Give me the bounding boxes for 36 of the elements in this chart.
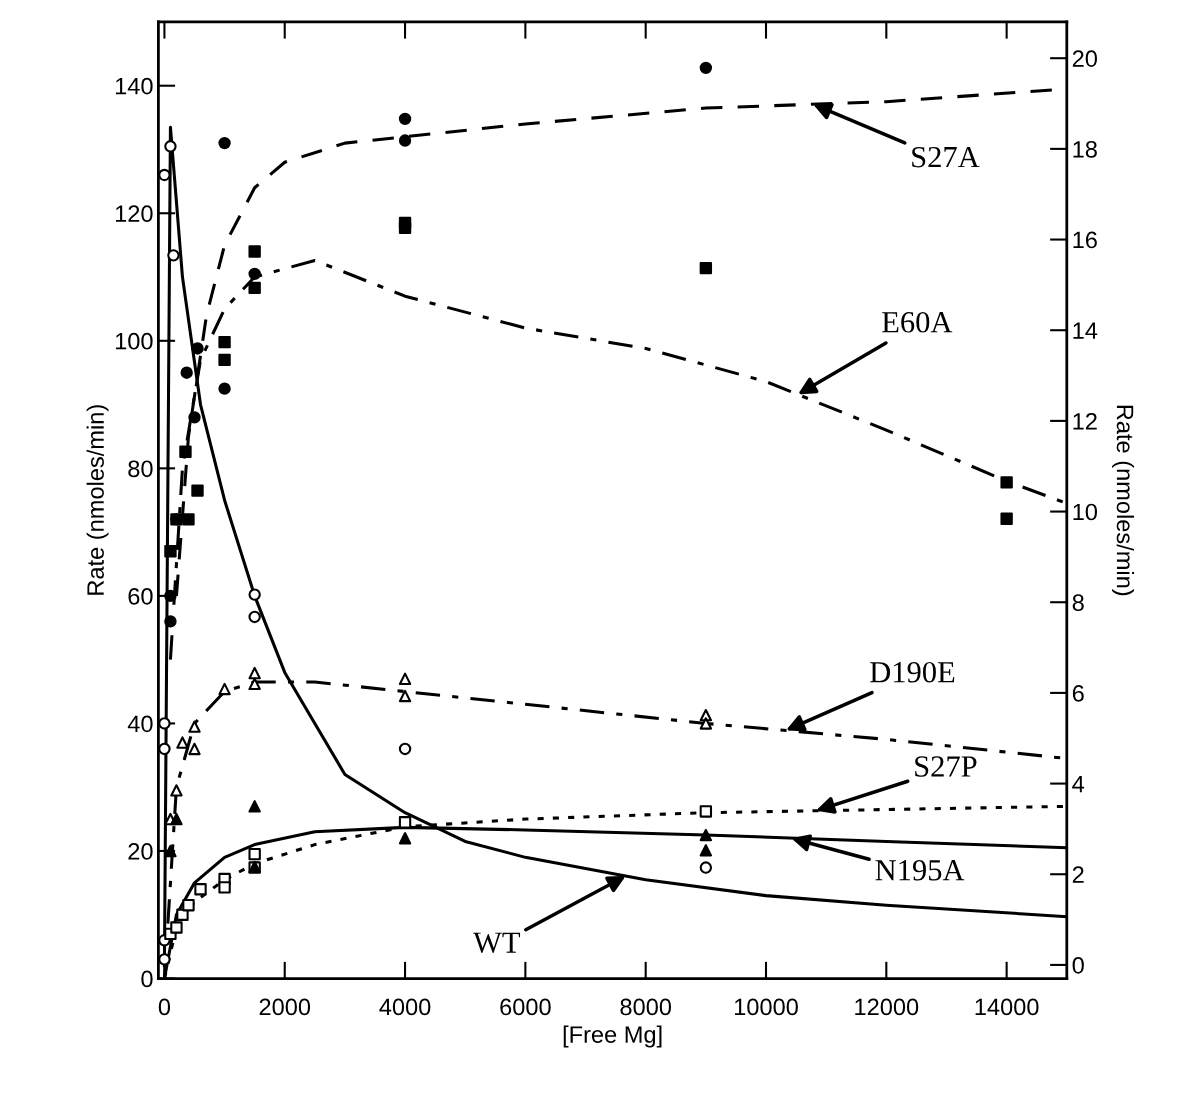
y2-tick-label: 14 <box>1073 322 1098 339</box>
annotation: E60A <box>882 311 953 333</box>
x-tick-label: 10000 <box>734 998 798 1016</box>
annotation: N195A <box>875 860 965 881</box>
y2-tick-label: 12 <box>1073 412 1097 430</box>
y-tick-label: 80 <box>128 460 153 478</box>
y2-tick-label: 0 <box>1072 956 1084 974</box>
y2-tick-label: 18 <box>1073 140 1097 158</box>
x-tick-label: 8000 <box>620 998 672 1016</box>
x-tick-label: 12000 <box>855 998 919 1016</box>
y2-tick-label: 2 <box>1072 866 1084 883</box>
y2-tick-label: 4 <box>1072 775 1085 793</box>
y-tick-label: 120 <box>115 205 153 223</box>
annotation: D190E <box>870 661 955 683</box>
y-tick-label: 60 <box>128 587 153 605</box>
annotation: WT <box>473 932 521 954</box>
y-tick-label: 100 <box>115 332 153 350</box>
y2-tick-label: 20 <box>1072 50 1097 67</box>
y-tick-label: 0 <box>141 970 153 988</box>
x-tick-label: 2000 <box>259 998 311 1016</box>
x-tick-label: 4000 <box>379 998 431 1016</box>
x-tick-label: 6000 <box>500 998 551 1016</box>
y-tick-label: 140 <box>115 77 153 95</box>
y2-axis-title: Rate (nmoles/min) <box>1112 405 1135 596</box>
x-axis-title: [Free Mg] <box>563 1025 662 1048</box>
annotation: S27P <box>915 756 977 777</box>
y2-tick-label: 10 <box>1073 503 1097 521</box>
y-tick-label: 20 <box>128 843 153 860</box>
annotation: S27A <box>912 146 980 168</box>
x-tick-label: 0 <box>158 998 171 1016</box>
y-axis-title: Rate (nmoles/min) <box>86 405 109 595</box>
y2-tick-label: 16 <box>1073 231 1097 249</box>
x-tick-label: 14000 <box>975 998 1039 1016</box>
y2-tick-label: 8 <box>1072 594 1084 612</box>
y-tick-label: 40 <box>127 715 153 733</box>
y2-tick-label: 6 <box>1072 684 1084 702</box>
